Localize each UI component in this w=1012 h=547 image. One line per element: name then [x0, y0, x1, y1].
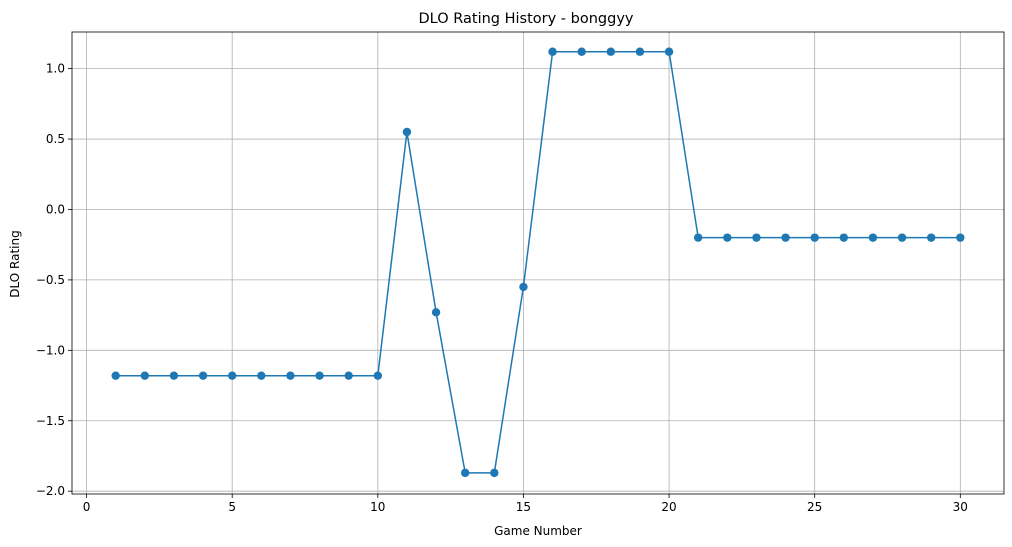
data-point	[286, 371, 295, 380]
y-tick-label: −1.0	[36, 343, 65, 357]
data-point	[635, 47, 645, 56]
data-point	[781, 233, 790, 242]
data-point	[577, 47, 586, 56]
x-tick-label: 15	[516, 500, 531, 514]
data-point	[140, 371, 150, 380]
data-point	[868, 233, 878, 242]
data-point	[111, 371, 120, 380]
plot-area-frame	[71, 31, 1005, 495]
data-point	[198, 371, 208, 380]
data-point	[373, 371, 383, 380]
series-line	[115, 50, 961, 474]
grid-lines	[72, 32, 1004, 494]
x-tick-label: 30	[953, 500, 968, 514]
y-tick-label: −1.5	[36, 414, 65, 428]
data-point	[519, 282, 528, 292]
data-point	[606, 47, 616, 56]
x-axis-title: Game Number	[494, 524, 582, 538]
data-point	[664, 47, 674, 56]
y-tick-label: 1.0	[46, 62, 65, 76]
data-point	[956, 233, 965, 242]
data-point	[839, 233, 849, 242]
data-point	[693, 233, 703, 242]
axis-ticks: 0 5 10 15 20 25 30 −2.0 −1.5 −1.0 −0.5 0.0 0.5 1.0	[36, 62, 968, 514]
data-point	[431, 308, 441, 317]
data-point	[227, 371, 237, 380]
data-point	[897, 233, 907, 242]
y-tick-label: −2.0	[36, 484, 65, 498]
data-point	[315, 371, 324, 380]
data-point	[402, 127, 412, 137]
data-point	[169, 371, 179, 380]
x-tick-label: 10	[370, 500, 385, 514]
y-tick-label: 0.5	[46, 132, 65, 146]
data-point	[752, 233, 761, 242]
data-point	[490, 468, 499, 478]
data-point	[460, 468, 470, 478]
chart-title: DLO Rating History - bonggyy	[419, 11, 634, 27]
x-tick-label: 5	[228, 500, 236, 514]
data-point	[723, 233, 732, 242]
y-tick-label: 0.0	[46, 202, 65, 216]
series-layer	[111, 47, 965, 478]
x-tick-label: 25	[807, 500, 822, 514]
data-point	[257, 371, 266, 380]
data-point	[810, 233, 819, 242]
data-point	[344, 371, 353, 380]
y-axis-title: DLO Rating	[8, 230, 22, 297]
x-tick-label: 0	[83, 500, 91, 514]
data-point	[926, 233, 936, 242]
x-tick-label: 20	[661, 500, 676, 514]
data-point	[548, 47, 557, 56]
y-tick-label: −0.5	[36, 273, 65, 287]
